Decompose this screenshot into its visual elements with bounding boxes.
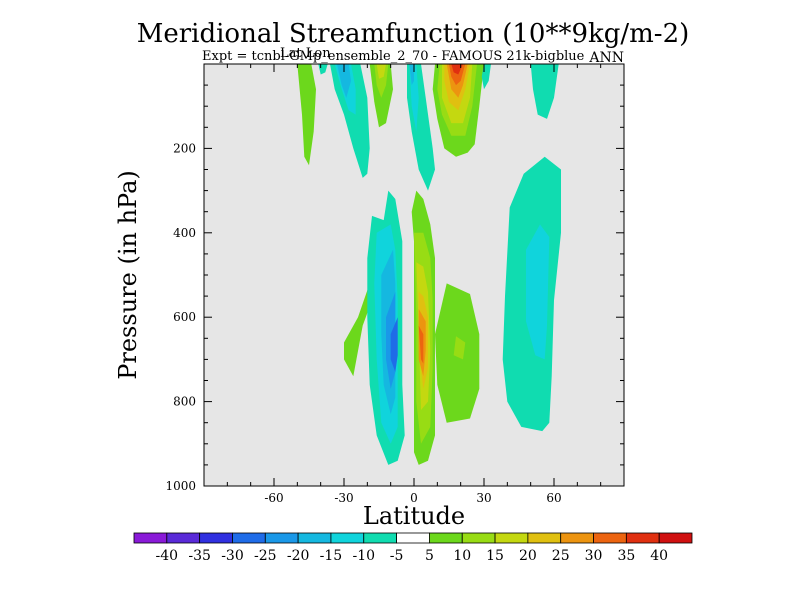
colorbar-swatch	[494, 532, 529, 544]
colorbar-label: -5	[390, 548, 404, 564]
colorbar-swatch	[232, 532, 266, 544]
contour-north-subtropical-15	[453, 336, 466, 360]
colorbar-label: 25	[552, 548, 570, 564]
colorbar-label: -15	[320, 548, 343, 564]
colorbar-swatch	[461, 532, 496, 544]
colorbar-swatch	[527, 532, 562, 544]
colorbar-swatch	[625, 532, 660, 544]
colorbar-swatch	[429, 532, 463, 544]
contour-fill-layer	[297, 64, 561, 465]
contour-south-lower-5	[344, 262, 375, 377]
colorbar-label: -10	[352, 548, 375, 564]
colorbar-label: -40	[156, 548, 179, 564]
contour-upper-eq-neg--15	[409, 64, 414, 86]
colorbar-label: 30	[585, 548, 603, 564]
y-tick-label: 800	[173, 395, 196, 409]
x-tick-label: 0	[410, 491, 418, 505]
overlay-label: Lat Lon	[280, 46, 331, 61]
x-tick-label: -60	[264, 491, 283, 505]
colorbar-label: 35	[617, 548, 635, 564]
x-tick-label: 30	[476, 491, 491, 505]
colorbar-label: -25	[254, 548, 277, 564]
x-axis-label: Latitude	[363, 502, 465, 530]
colorbar-swatch	[166, 532, 201, 544]
contour-upper-pos-15	[376, 64, 386, 79]
colorbar-swatch	[264, 532, 299, 544]
contour-hadley-north-30	[418, 325, 424, 364]
colorbar-label: 40	[650, 548, 668, 564]
chart-title: Meridional Streamfunction (10**9kg/m-2)	[137, 19, 690, 49]
y-tick-label: 1000	[165, 479, 196, 493]
y-tick-label: 600	[173, 310, 196, 324]
contour-upper-neg--15	[337, 64, 351, 98]
contour-upper-neg--5	[330, 64, 370, 178]
colorbar-swatch	[658, 532, 693, 544]
colorbar-swatch	[330, 532, 365, 544]
axes: -60 -30 0 30 60 200 400 600 800 1000	[165, 64, 624, 505]
colorbar-label: 5	[425, 548, 434, 564]
colorbar-swatch	[363, 532, 397, 544]
y-tick-label: 400	[173, 226, 196, 240]
colorbar-label: 15	[486, 548, 504, 564]
x-tick-label: -30	[334, 491, 353, 505]
colorbar-label: -35	[188, 548, 211, 564]
contour-upper-pos-10	[374, 64, 389, 98]
contour-hadley-south--25	[390, 317, 398, 373]
colorbar-label: -30	[221, 548, 244, 564]
y-axis-label: Pressure (in hPa)	[114, 170, 142, 380]
contour-ferrel-north--10	[526, 224, 550, 360]
colorbar-swatch	[593, 532, 627, 544]
colorbar-swatch	[133, 532, 168, 544]
contour-upper-south-5	[297, 64, 316, 166]
colorbar-swatch	[396, 532, 430, 544]
colorbar-label: -20	[287, 548, 310, 564]
x-tick-label: 60	[546, 491, 561, 505]
y-tick-label: 200	[173, 141, 196, 155]
colorbar: -40 -35 -30 -25 -20 -15 -10 -5 5 10 15 20 25 30 35 40	[133, 532, 693, 564]
colorbar-swatch	[199, 532, 233, 544]
colorbar-label: 20	[519, 548, 537, 564]
colorbar-label: 10	[453, 548, 471, 564]
contour-upper-north-highlat	[530, 64, 559, 119]
colorbar-swatch	[560, 532, 594, 544]
contour-tropical-north-35	[451, 64, 463, 75]
chart-subtitle: Expt = tcnbl-GMp_ensemble_2_70 - FAMOUS …	[202, 49, 585, 64]
season-label: ANN	[588, 50, 624, 66]
colorbar-swatch	[297, 532, 332, 544]
